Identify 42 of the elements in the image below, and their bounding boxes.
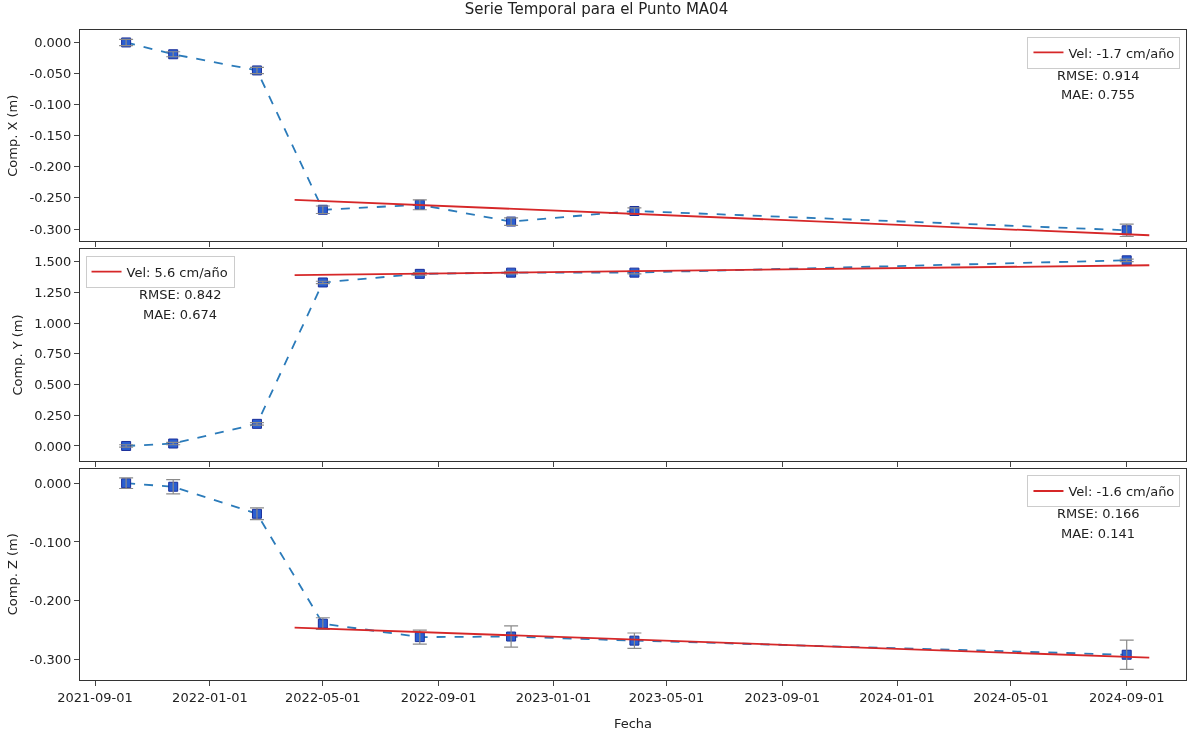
y-axis-title: Comp. Z (m) [5,533,21,616]
y-tick-label: -0.250 [29,190,72,206]
y-tick-label: -0.050 [29,66,72,82]
x-tick-label: 2024-01-01 [859,689,935,705]
y-tick-label: -0.300 [29,651,72,667]
x-tick-label: 2021-09-01 [57,689,133,705]
annotation: MAE: 0.141 [1061,526,1136,541]
annotation: RMSE: 0.914 [1057,68,1140,83]
y-tick-label: 1.000 [34,315,72,331]
y-tick-label: -0.300 [29,221,72,237]
x-tick-label: 2023-09-01 [744,689,820,705]
x-tick-label: 2024-09-01 [1088,689,1165,705]
x-tick-label: 2023-01-01 [515,689,592,705]
y-axis-title: Comp. Y (m) [10,314,26,396]
y-tick-label: -0.200 [29,593,72,609]
legend-label: Vel: 5.6 cm/año [126,264,228,280]
y-tick-label: -0.150 [29,128,72,144]
annotation: RMSE: 0.166 [1057,506,1140,521]
annotation: RMSE: 0.842 [139,287,222,302]
legend-label: Vel: -1.6 cm/año [1068,484,1175,500]
y-tick-label: 1.250 [34,284,72,300]
y-axis-title: Comp. X (m) [5,94,21,177]
y-tick-label: -0.200 [29,159,72,175]
x-tick-label: 2022-01-01 [172,689,248,705]
y-tick-label: -0.100 [29,534,72,550]
y-tick-label: 0.000 [34,438,72,454]
chart-title: Serie Temporal para el Punto MA04 [464,0,729,19]
y-tick-label: 0.000 [34,34,72,50]
x-tick-label: 2022-05-01 [285,689,361,705]
y-tick-label: 0.250 [34,407,72,423]
y-tick-label: 0.750 [34,346,72,362]
y-tick-label: 0.000 [34,475,72,491]
x-tick-label: 2024-05-01 [973,689,1049,705]
legend-label: Vel: -1.7 cm/año [1068,45,1175,61]
x-tick-label: 2022-09-01 [400,689,477,705]
annotation: MAE: 0.755 [1061,87,1136,102]
y-tick-label: 0.500 [34,377,72,393]
y-tick-label: -0.100 [29,97,72,113]
x-tick-label: 2023-05-01 [628,689,705,705]
x-axis-title: Fecha [613,716,653,732]
y-tick-label: 1.500 [34,254,72,270]
annotation: MAE: 0.674 [143,307,218,322]
